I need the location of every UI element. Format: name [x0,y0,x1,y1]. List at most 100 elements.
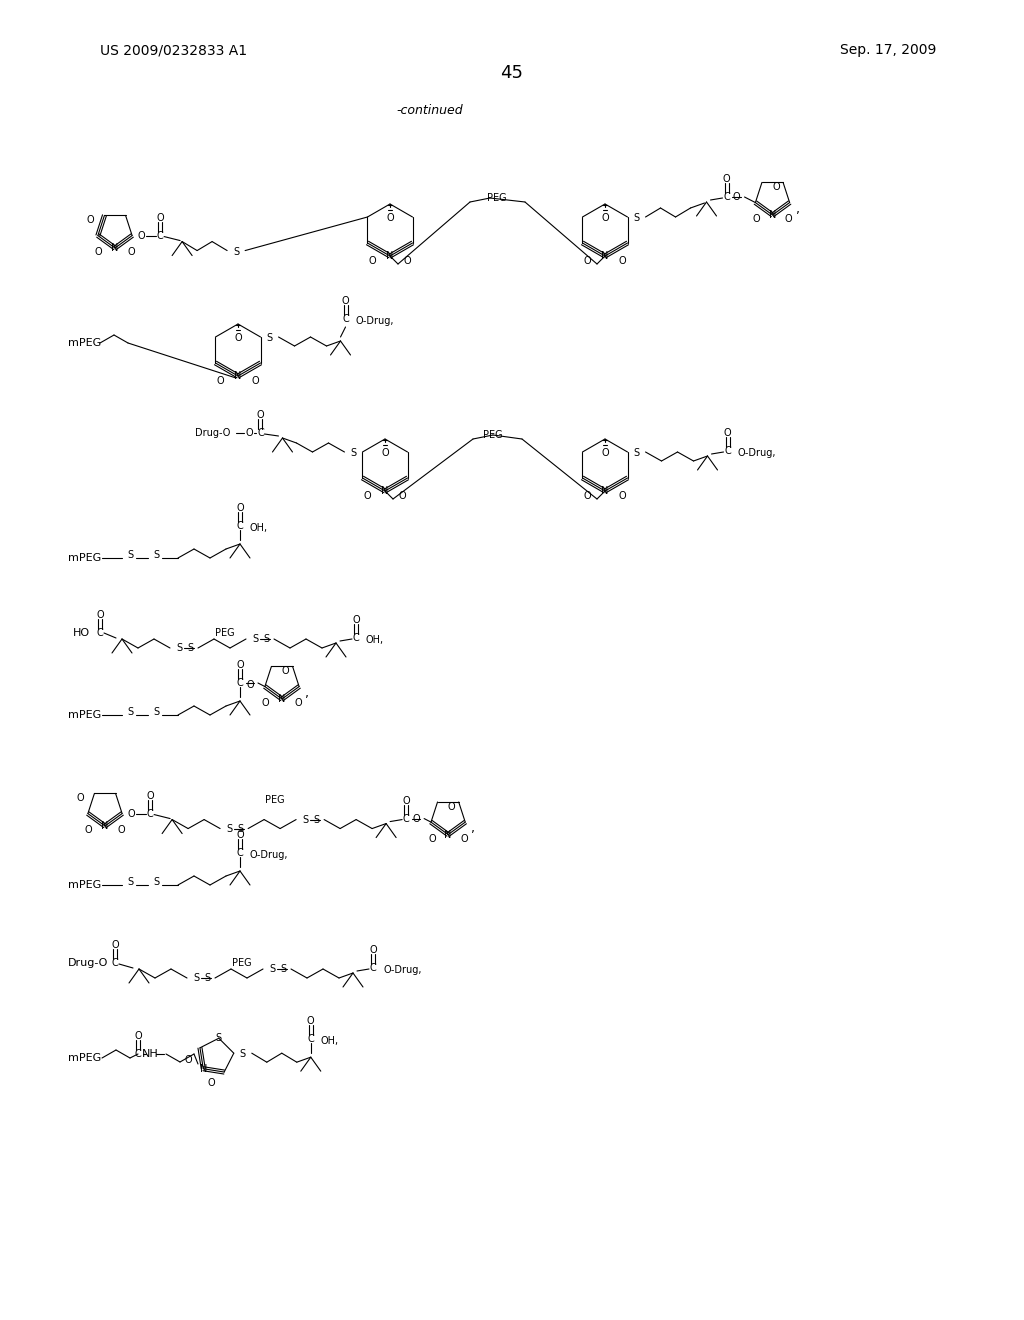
Text: O: O [307,1016,314,1026]
Text: C: C [112,958,119,968]
Text: O: O [403,256,412,265]
Text: N: N [601,486,608,496]
Text: PEG: PEG [487,193,507,203]
Text: O: O [402,796,410,805]
Text: S: S [204,973,210,983]
Text: mPEG: mPEG [68,880,101,890]
Text: O: O [77,793,84,804]
Text: O: O [785,214,793,224]
Text: mPEG: mPEG [68,553,101,564]
Text: O: O [723,174,730,183]
Text: N: N [101,821,109,832]
Text: 45: 45 [501,63,523,82]
Text: N: N [234,371,242,381]
Text: S: S [216,1034,222,1043]
Text: O: O [96,610,103,620]
Text: HO: HO [73,628,90,638]
Text: N: N [381,486,389,496]
Text: S: S [233,247,240,256]
Text: C: C [370,964,377,973]
Text: O: O [282,667,289,676]
Text: O: O [601,213,609,223]
Text: N: N [601,251,608,261]
Text: O: O [618,256,627,265]
Text: O: O [237,503,244,513]
Text: OH,: OH, [366,635,384,645]
Text: C: C [157,231,164,240]
Text: S: S [240,1049,246,1059]
Text: O: O [381,447,389,458]
Text: S: S [153,876,159,887]
Text: N: N [769,210,776,220]
Text: O: O [246,680,254,690]
Text: S: S [350,447,356,458]
Text: mPEG: mPEG [68,338,101,348]
Text: O: O [386,213,394,223]
Text: O: O [399,491,407,500]
Text: S: S [252,634,258,644]
Text: O: O [134,1031,141,1041]
Text: O: O [127,247,135,257]
Text: O: O [733,191,740,202]
Text: N: N [386,251,393,261]
Text: O: O [257,411,264,420]
Text: S: S [153,708,159,717]
Text: C: C [237,847,244,858]
Text: O: O [208,1078,215,1088]
Text: O: O [85,825,92,836]
Text: O: O [370,945,377,954]
Text: O: O [772,182,779,193]
Text: C: C [237,678,244,688]
Text: S: S [127,550,133,560]
Text: S: S [313,814,319,825]
Text: S: S [280,964,286,974]
Text: O: O [413,813,420,824]
Text: O: O [118,825,125,836]
Text: O: O [237,660,244,671]
Text: C: C [134,1049,141,1059]
Text: PEG: PEG [215,628,234,638]
Text: O: O [294,698,302,709]
Text: O: O [157,213,164,223]
Text: S: S [193,973,199,983]
Text: C: C [307,1034,314,1044]
Text: US 2009/0232833 A1: US 2009/0232833 A1 [100,44,247,57]
Text: O: O [146,791,154,800]
Text: O: O [185,1055,193,1065]
Text: N: N [200,1064,207,1073]
Text: O-Drug,: O-Drug, [355,315,394,326]
Text: C: C [237,521,244,531]
Text: O: O [252,376,259,385]
Text: O-Drug,: O-Drug, [383,965,422,975]
Text: O: O [364,491,371,500]
Text: OH,: OH, [321,1036,339,1047]
Text: S: S [302,814,308,825]
Text: S: S [263,634,269,644]
Text: C: C [723,191,730,202]
Text: C: C [724,446,731,455]
Text: O: O [112,940,119,950]
Text: S: S [226,824,232,833]
Text: ,: , [471,822,475,836]
Text: C: C [402,813,410,824]
Text: O: O [753,214,760,224]
Text: O: O [216,376,224,385]
Text: O: O [234,333,242,343]
Text: O: O [601,447,609,458]
Text: S: S [176,643,182,653]
Text: mPEG: mPEG [68,1053,101,1063]
Text: C: C [257,428,264,438]
Text: ,: , [796,202,800,215]
Text: OH,: OH, [250,523,268,533]
Text: C: C [96,628,103,638]
Text: O: O [447,803,456,812]
Text: PEG: PEG [232,958,252,968]
Text: O: O [237,830,244,840]
Text: S: S [127,708,133,717]
Text: O: O [618,491,627,500]
Text: PEG: PEG [265,795,285,805]
Text: C: C [352,634,359,643]
Text: O: O [95,247,102,257]
Text: O: O [461,834,468,843]
Text: S: S [238,824,243,833]
